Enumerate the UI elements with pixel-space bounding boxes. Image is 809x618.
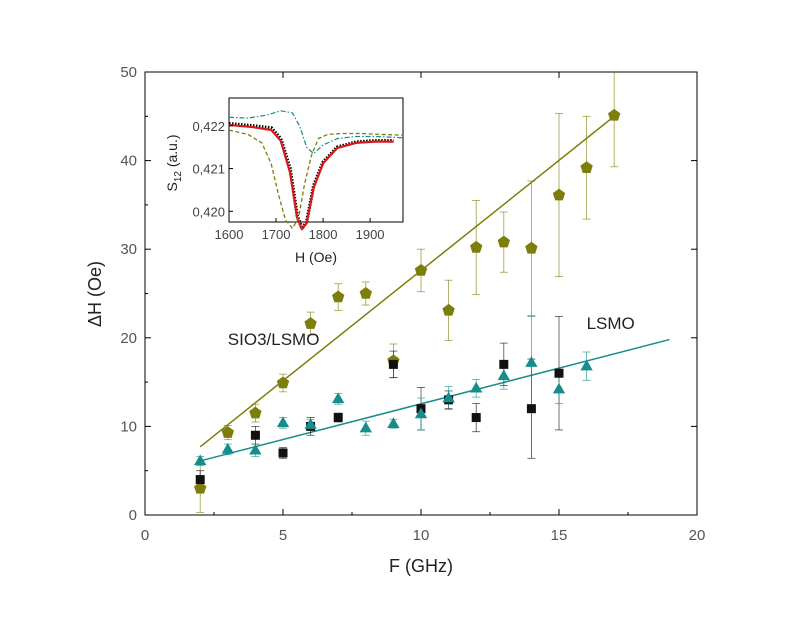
data-point-s0-2 [249,406,262,419]
data-point-s2-0 [194,454,207,466]
data-point-s2-13 [552,382,566,394]
data-point-s0-11 [497,235,510,248]
data-point-s0-10 [470,240,483,253]
inset-y-axis-title: S12 (a.u.) [164,134,184,191]
inset-ticks: 1600 1700 1800 1900 0,420 0,421 0,422 [192,119,384,242]
inset-x-tick-label-3: 1900 [356,227,385,242]
data-point-s0-4 [304,317,317,329]
y-tick-label-1: 10 [120,418,137,435]
data-point-s1-5 [388,359,398,369]
inset-y-axis-title-sub: 12 [173,171,184,183]
data-point-s1-4 [333,413,343,423]
y-tick-label-3: 30 [120,241,137,258]
main-plot: 0 5 10 15 20 0 10 20 30 40 50 SIO3/LSMO LSMO F (GHz… [85,64,705,576]
data-point-s2-11 [497,369,510,381]
fit-line-0 [199,115,615,448]
data-point-s0-0 [194,481,207,494]
data-point-s2-1 [221,442,234,454]
inset-x-tick-label-2: 1800 [309,227,338,242]
data-point-s2-2 [249,443,262,455]
data-point-s2-6 [359,421,372,433]
data-point-s0-3 [276,376,290,389]
inset-x-tick-label-0: 1600 [215,227,244,242]
data-point-s2-3 [276,416,290,428]
inset-y-tick-label-1: 0,421 [192,162,225,177]
data-point-s0-5 [332,290,345,303]
inset-curve-2 [228,129,404,230]
inset-x-tick-label-1: 1700 [262,227,291,242]
inset-y-tick-label-2: 0,422 [192,119,225,134]
data-point-s2-7 [387,417,400,428]
data-point-s2-10 [470,381,483,393]
inset-x-axis-title: H (Oe) [295,249,337,265]
x-tick-label-1: 5 [279,527,287,544]
data-point-s2-4 [304,418,317,429]
y-tick-label-5: 50 [120,64,137,81]
inset-y-tick-label-0: 0,420 [192,204,225,219]
data-point-s0-6 [359,287,372,299]
inset-y-axis-title-main: S [164,182,180,191]
data-point-s2-8 [414,407,428,419]
inset-plot: 1600 1700 1800 1900 0,420 0,421 0,422 H (Oe) S… [164,97,404,265]
data-point-s2-14 [580,359,593,371]
data-point-s1-9 [499,359,509,369]
main-fit-lines [199,115,670,462]
data-point-s0-14 [580,161,593,173]
data-point-s1-8 [471,413,481,423]
inset-curve-1 [228,123,394,231]
inset-curve-3 [228,110,404,155]
data-point-s1-2 [278,448,288,458]
x-axis-title: F (GHz) [389,556,453,576]
data-point-s0-1 [221,426,234,438]
inset-plot-frame [228,97,404,223]
main-ticks: 0 5 10 15 20 0 10 20 30 40 50 [120,64,705,544]
x-tick-label-0: 0 [141,527,149,544]
data-point-s2-5 [332,392,345,404]
data-point-s2-9 [442,391,455,403]
data-point-s1-11 [554,368,564,378]
x-tick-label-2: 10 [413,527,430,544]
data-point-s1-0 [195,475,205,485]
y-tick-label-4: 40 [120,153,137,170]
data-point-s0-12 [525,241,538,254]
fit-line-1 [200,338,670,462]
main-markers [194,108,621,494]
data-point-s2-12 [525,356,538,367]
y-axis-title: ΔH (Oe) [85,261,105,327]
x-tick-label-4: 20 [689,527,706,544]
inset-y-axis-title-unit: (a.u.) [164,134,180,171]
data-point-s0-15 [608,108,621,121]
data-point-s0-8 [414,263,428,276]
series-annotation-0: SIO3/LSMO [228,330,320,349]
series-annotation-1: LSMO [587,314,635,333]
y-tick-label-0: 0 [129,507,137,524]
data-point-s1-1 [250,430,260,440]
data-point-s0-9 [442,303,455,316]
data-point-s1-10 [526,404,536,414]
y-tick-label-2: 20 [120,330,137,347]
main-annotations: SIO3/LSMO LSMO [228,314,635,349]
inset-curves [228,110,404,231]
data-point-s0-13 [552,188,566,201]
x-tick-label-3: 15 [551,527,568,544]
